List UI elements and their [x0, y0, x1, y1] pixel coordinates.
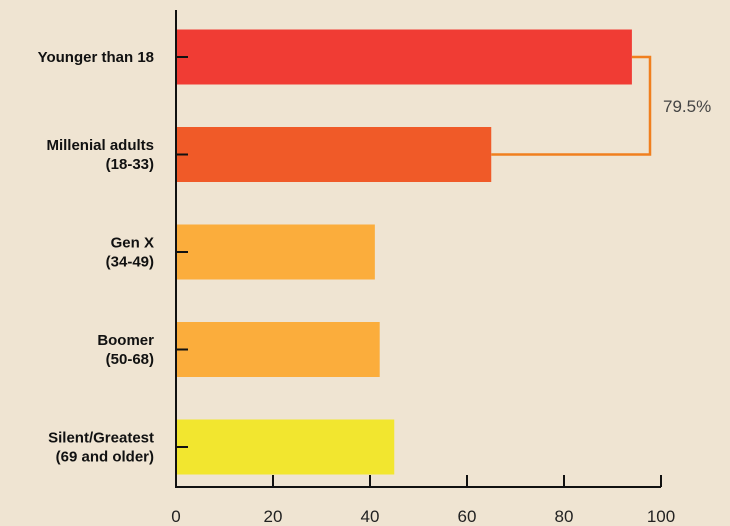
category-label: (69 and older): [56, 449, 154, 466]
ticks-layer: [175, 56, 662, 487]
category-label: Younger than 18: [38, 49, 154, 66]
category-label: Boomer: [97, 332, 154, 349]
axis-layer: [175, 10, 661, 488]
category-label: (34-49): [106, 254, 154, 271]
bar: [176, 224, 375, 280]
bar: [176, 127, 492, 182]
x-tick-label: 80: [555, 507, 574, 526]
category-label: (18-33): [106, 156, 154, 173]
bar: [176, 322, 380, 377]
x-tick-label: 0: [171, 507, 180, 526]
category-label: Millenial adults: [46, 137, 154, 154]
x-tick-label: 40: [361, 507, 380, 526]
bar: [176, 29, 632, 85]
annotation-bracket: [491, 55, 652, 156]
annotation-layer: 79.5%: [491, 55, 711, 156]
bars-layer: [176, 29, 632, 475]
bar: [176, 419, 395, 475]
x-tick-label: 100: [647, 507, 675, 526]
x-tick-label: 20: [264, 507, 283, 526]
labels-layer: Younger than 18 Millenial adults (18-33) Ge…: [38, 49, 676, 526]
annotation-label: 79.5%: [663, 97, 711, 116]
x-tick-label: 60: [458, 507, 477, 526]
category-label: (50-68): [106, 351, 154, 368]
category-label: Silent/Greatest: [48, 430, 154, 447]
category-label: Gen X: [111, 235, 154, 252]
